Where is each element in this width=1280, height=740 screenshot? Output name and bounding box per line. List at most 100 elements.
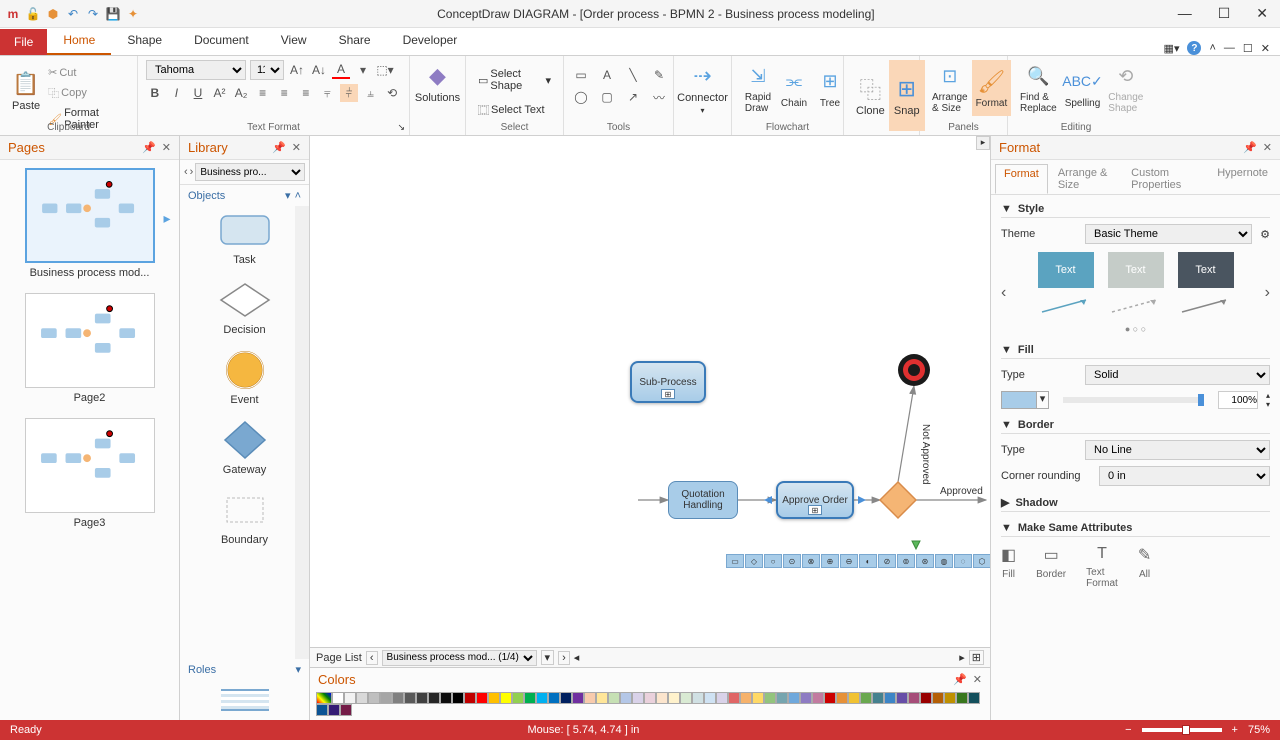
color-swatch[interactable] [704, 692, 716, 704]
color-swatch[interactable] [668, 692, 680, 704]
color-swatch[interactable] [908, 692, 920, 704]
menu-tab-shape[interactable]: Shape [111, 27, 178, 55]
color-swatch[interactable] [656, 692, 668, 704]
page-thumb-2[interactable] [25, 418, 155, 513]
bpmn-task[interactable]: Sub-Process⊞ [630, 361, 706, 403]
color-swatch[interactable] [716, 692, 728, 704]
color-swatch[interactable] [392, 692, 404, 704]
color-swatch[interactable] [340, 704, 352, 716]
color-swatch[interactable] [416, 692, 428, 704]
subscript-icon[interactable]: A₂ [232, 84, 250, 102]
tool-note-icon[interactable]: ▢ [598, 88, 616, 106]
theme-block-1[interactable]: Text [1108, 252, 1164, 288]
library-select[interactable]: Business pro... [195, 163, 305, 181]
theme-select[interactable]: Basic Theme [1085, 224, 1252, 244]
theme-arrow-2[interactable] [1108, 296, 1164, 316]
format-tab-3[interactable]: Hypernote [1209, 164, 1276, 194]
lib-shape-decision[interactable]: Decision [184, 280, 305, 336]
color-swatch[interactable] [824, 692, 836, 704]
color-swatch[interactable] [428, 692, 440, 704]
zoom-in-icon[interactable]: + [1232, 724, 1238, 736]
lib-fwd-icon[interactable]: › [190, 166, 194, 178]
library-pin-icon[interactable]: 📌 [272, 141, 286, 154]
tool-text-icon[interactable]: A [598, 66, 616, 84]
format-tab-0[interactable]: Format [995, 164, 1048, 194]
color-swatch[interactable] [536, 692, 548, 704]
shape-picker-9[interactable]: ⊚ [897, 554, 915, 568]
tree-button[interactable]: ⊞Tree [812, 60, 848, 116]
color-swatch[interactable] [488, 692, 500, 704]
color-swatch[interactable] [380, 692, 392, 704]
color-swatch[interactable] [608, 692, 620, 704]
font-select[interactable]: Tahoma [146, 60, 246, 80]
tool-arrow-icon[interactable]: ↗ [624, 88, 642, 106]
theme-arrow-1[interactable] [1038, 296, 1094, 316]
text-extra-icon[interactable]: ⬚▾ [376, 61, 394, 79]
doc-restore[interactable]: ☐ [1243, 42, 1253, 55]
pagelist-drop[interactable]: ▾ [541, 650, 555, 665]
pagelist-next[interactable]: › [558, 651, 570, 665]
msa-2[interactable]: TText Format [1086, 545, 1118, 589]
shape-picker-5[interactable]: ⊕ [821, 554, 839, 568]
close-button[interactable]: ✕ [1250, 3, 1274, 24]
font-size-select[interactable]: 11 [250, 60, 284, 80]
lib-shape-boundary[interactable]: Boundary [184, 490, 305, 546]
pagelist-extra[interactable]: ⊞ [969, 650, 984, 665]
color-swatch[interactable] [368, 692, 380, 704]
menu-tab-home[interactable]: Home [47, 27, 111, 55]
color-swatch[interactable] [944, 692, 956, 704]
fill-spinner[interactable]: ▴▾ [1266, 391, 1270, 409]
select-shape-button[interactable]: ▭Select Shape▾ [474, 66, 555, 94]
colors-close-icon[interactable]: ✕ [973, 673, 982, 686]
color-swatch[interactable] [800, 692, 812, 704]
color-swatch[interactable] [884, 692, 896, 704]
pages-close-icon[interactable]: ✕ [162, 141, 171, 154]
arrange-size-button[interactable]: ⊡Arrange & Size [928, 60, 972, 116]
shape-picker-0[interactable]: ▭ [726, 554, 744, 568]
color-swatch[interactable] [440, 692, 452, 704]
page-thumb-0[interactable]: ▸ [25, 168, 155, 263]
select-text-button[interactable]: ⿴Select Text [474, 100, 555, 120]
lib-back-icon[interactable]: ‹ [184, 166, 188, 178]
lib-shape-task[interactable]: Task [184, 210, 305, 266]
doc-close[interactable]: ✕ [1261, 42, 1270, 55]
valign-top-icon[interactable]: ⫧ [319, 84, 337, 102]
color-swatch[interactable] [764, 692, 776, 704]
color-swatch[interactable] [452, 692, 464, 704]
copy-button[interactable]: ⿻Copy [44, 83, 129, 103]
valign-mid-icon[interactable]: ⫩ [340, 84, 358, 102]
tool-rect-icon[interactable]: ▭ [572, 66, 590, 84]
menu-tab-view[interactable]: View [265, 27, 323, 55]
border-type-select[interactable]: No Line [1085, 440, 1270, 460]
color-swatch[interactable] [632, 692, 644, 704]
shape-picker-4[interactable]: ⊗ [802, 554, 820, 568]
fill-opacity-input[interactable] [1218, 391, 1258, 409]
app-icon[interactable]: m [6, 7, 20, 21]
pagelist-scroll-right[interactable]: ▸ [959, 651, 965, 664]
color-swatch[interactable] [968, 692, 980, 704]
color-swatch[interactable] [344, 692, 356, 704]
font-color-icon[interactable]: A [332, 61, 350, 79]
color-swatch[interactable] [572, 692, 584, 704]
format-button[interactable]: 🖌Format [972, 60, 1012, 116]
pagelist-prev[interactable]: ‹ [366, 651, 378, 665]
shape-picker-3[interactable]: ⊙ [783, 554, 801, 568]
canvas[interactable]: Sub-Process⊞Quotation HandlingApprove Or… [310, 136, 990, 647]
theme-prev-icon[interactable]: ‹ [1001, 284, 1006, 302]
theme-block-2[interactable]: Text [1178, 252, 1234, 288]
help-icon[interactable]: ? [1187, 41, 1201, 55]
format-pin-icon[interactable]: 📌 [1243, 141, 1257, 154]
valign-bot-icon[interactable]: ⫨ [362, 84, 380, 102]
color-swatch[interactable] [356, 692, 368, 704]
bpmn-task-approve[interactable]: Approve Order⊞ [776, 481, 854, 519]
pagelist-scroll-left[interactable]: ◂ [574, 651, 580, 664]
shape-picker-2[interactable]: ○ [764, 554, 782, 568]
color-swatch[interactable] [860, 692, 872, 704]
zoom-out-icon[interactable]: − [1125, 724, 1131, 736]
shape-picker-12[interactable]: ◌ [954, 554, 972, 568]
format-close-icon[interactable]: ✕ [1263, 141, 1272, 154]
format-tab-2[interactable]: Custom Properties [1123, 164, 1207, 194]
msa-3[interactable]: ✎All [1138, 545, 1151, 589]
fill-swatch[interactable]: ▾ [1001, 391, 1049, 409]
theme-gear-icon[interactable]: ⚙ [1260, 228, 1270, 241]
